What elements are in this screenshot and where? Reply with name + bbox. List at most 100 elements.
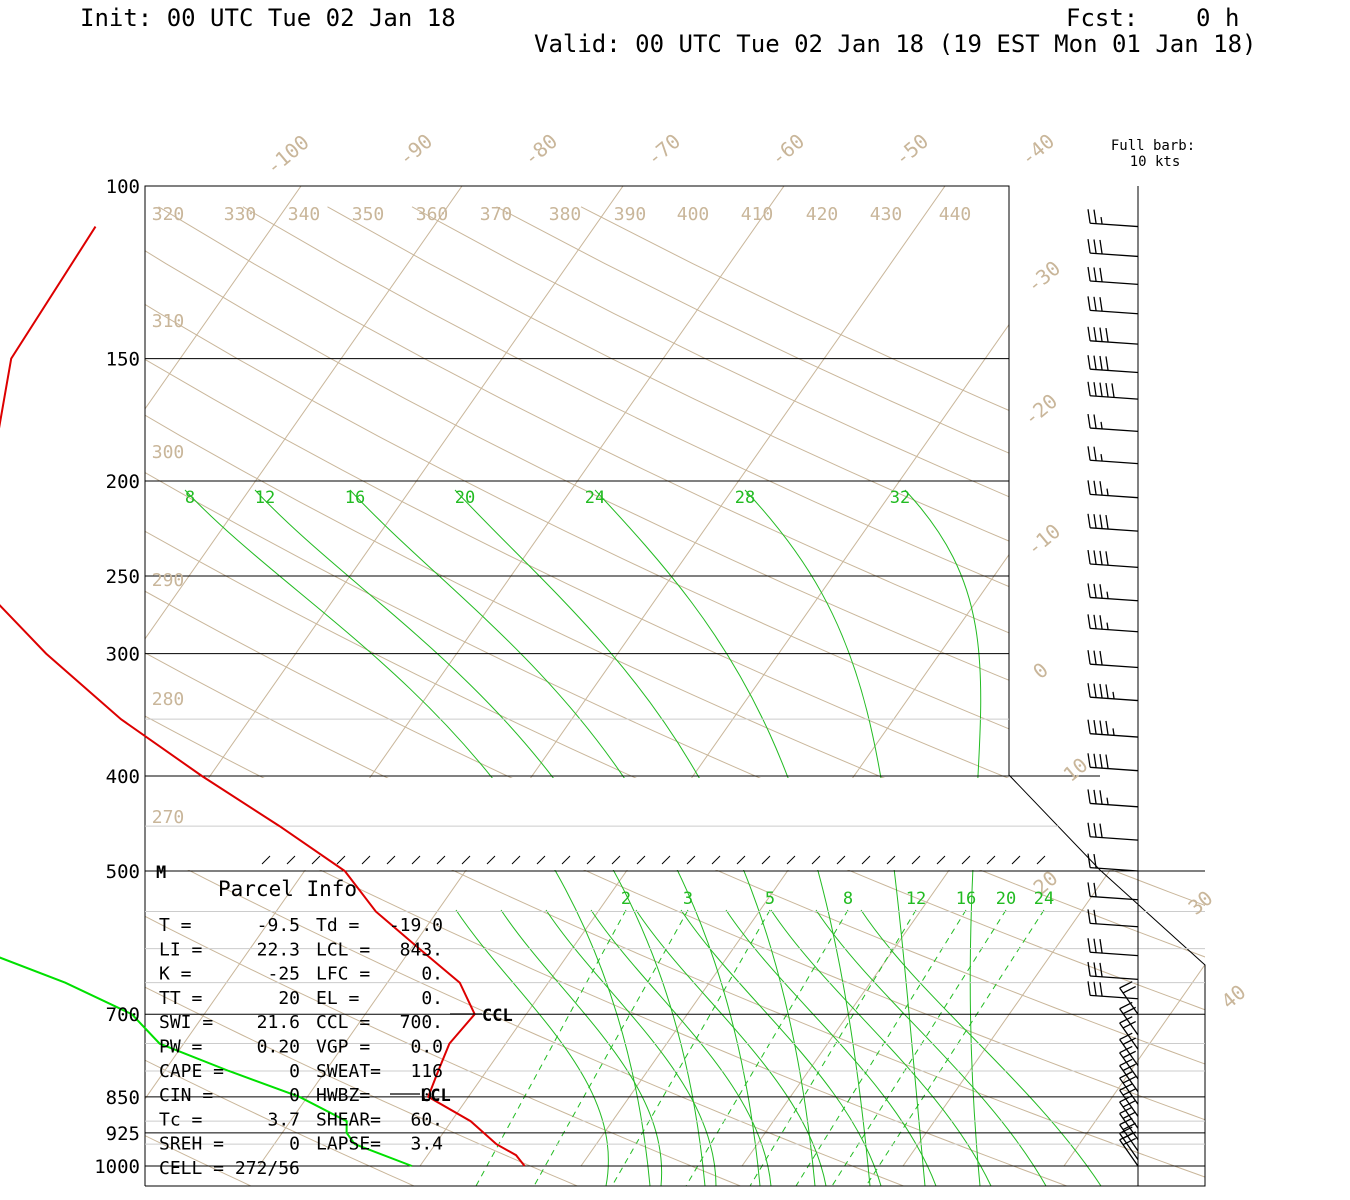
mixing-ratio-label: 16 — [956, 889, 976, 909]
wind-barb — [1119, 1001, 1139, 1036]
dry-adiabat — [145, 986, 579, 1186]
barb-flag — [1099, 327, 1103, 342]
parcel-value: 60. — [410, 1109, 443, 1130]
barb-half — [1112, 691, 1115, 699]
barb-flag — [1105, 382, 1109, 398]
barb-flag — [1119, 1058, 1133, 1067]
isotherm-label: -20 — [1019, 389, 1062, 431]
parcel-key: EL = — [316, 988, 360, 1009]
barb-flag — [1105, 551, 1109, 566]
parcel-value: 22.3 — [257, 939, 300, 960]
isotherm-line — [258, 870, 467, 1167]
barb-staff — [1090, 766, 1139, 772]
barb-flag — [1087, 513, 1091, 528]
dry-adiabat — [145, 472, 762, 778]
wind-barb — [1119, 1117, 1139, 1152]
isotherm-label: -30 — [1022, 256, 1065, 298]
parcel-info-row: PW = 0.20 VGP = 0.0 — [159, 1037, 443, 1058]
barb-flag — [1093, 823, 1097, 838]
parcel-key: LFC = — [316, 964, 370, 985]
parcel-info-row: CELL = 272/56 — [159, 1158, 300, 1179]
barb-staff — [1090, 895, 1139, 901]
parcel-key: SREH = — [159, 1134, 224, 1155]
moist-adiabat — [680, 909, 882, 1186]
barb-flag — [1122, 1137, 1136, 1146]
dry-adiabat — [145, 652, 389, 778]
barb-flag — [1099, 962, 1103, 977]
wind-barb — [1087, 683, 1139, 702]
barb-flag — [1099, 939, 1103, 954]
barb-staff — [1090, 836, 1139, 841]
pressure-tick-label: 500 — [106, 861, 140, 883]
hatch-tick — [911, 855, 921, 865]
moist-adiabat — [349, 489, 625, 778]
wind-barb — [1087, 650, 1139, 669]
moist-adiabat — [893, 870, 926, 1186]
sounding-profiles — [0, 226, 526, 1167]
isotherm-line — [145, 186, 302, 410]
barb-flag — [1093, 853, 1097, 869]
barb-flag — [1122, 986, 1136, 994]
parcel-value: 700. — [400, 1012, 443, 1033]
mixing-ratio-line — [475, 909, 627, 1186]
wind-barb — [1119, 981, 1139, 1015]
theta-label: 330 — [224, 204, 257, 225]
barb-flag — [1099, 297, 1103, 312]
parcel-value: 3.4 — [410, 1134, 443, 1155]
barb-staff — [1090, 427, 1139, 433]
dry-adiabat — [583, 870, 1205, 1121]
parcel-info-row: SWI = 21.6 CCL = 700. — [159, 1012, 443, 1033]
isotherm-line — [741, 870, 950, 1167]
parcel-info-row: T = -9.5 Td = -19.0 — [159, 915, 443, 936]
barb-flag — [1087, 583, 1091, 598]
moist-adiabat — [554, 870, 651, 1186]
barb-staff — [1090, 802, 1139, 808]
barb-flag — [1122, 1050, 1136, 1059]
dry-adiabat — [714, 870, 1205, 1065]
barb-flag — [1105, 514, 1109, 530]
dry-adiabat — [145, 358, 1009, 778]
hatch-tick — [561, 855, 571, 865]
barb-flag — [1093, 480, 1097, 495]
isotherm-label: 0 — [1028, 658, 1053, 684]
barb-staff — [1119, 1077, 1139, 1105]
barb-staff — [1090, 951, 1139, 957]
isotherm-line — [419, 870, 628, 1167]
parcel-key: CAPE = — [159, 1061, 224, 1082]
mixing-ratio-label: 12 — [906, 889, 926, 909]
theta-label: 280 — [152, 689, 185, 710]
barb-flag — [1087, 938, 1091, 953]
theta-label: 370 — [480, 204, 513, 225]
parcel-value: 0 — [289, 1134, 300, 1155]
barb-flag — [1087, 753, 1091, 768]
wind-barb — [1087, 266, 1139, 286]
dry-adiabat — [145, 530, 637, 778]
hatch-tick — [436, 855, 446, 865]
isotherm-adiabat-grid — [145, 186, 1205, 1186]
parcel-key: SWI = — [159, 1012, 213, 1033]
barb-flag — [1087, 909, 1091, 924]
wind-barb — [1087, 961, 1139, 981]
barb-staff — [1119, 1008, 1139, 1036]
barb-flag — [1093, 355, 1097, 370]
parcel-key: Td = — [316, 915, 360, 936]
moist-adiabat — [815, 909, 1047, 1186]
hatch-tick — [611, 855, 621, 865]
barb-flag — [1087, 549, 1091, 565]
barb-staff — [1090, 922, 1139, 928]
barb-flag — [1099, 481, 1103, 496]
moist-adiabat — [676, 870, 761, 1186]
parcel-key: PW = — [159, 1037, 203, 1058]
barb-flag — [1087, 480, 1091, 495]
wind-barb — [1119, 1032, 1139, 1067]
barb-flag — [1093, 650, 1097, 665]
moist-adiabat — [184, 489, 493, 778]
barb-flag — [1105, 720, 1109, 736]
barb-flag — [1093, 239, 1097, 254]
theta-label: 420 — [806, 204, 839, 225]
hatch-tick — [461, 855, 471, 865]
isotherm-label: -60 — [766, 129, 809, 171]
hatch-tick — [336, 855, 346, 865]
barb-staff — [1090, 527, 1139, 532]
moist-adiabat — [590, 909, 772, 1186]
